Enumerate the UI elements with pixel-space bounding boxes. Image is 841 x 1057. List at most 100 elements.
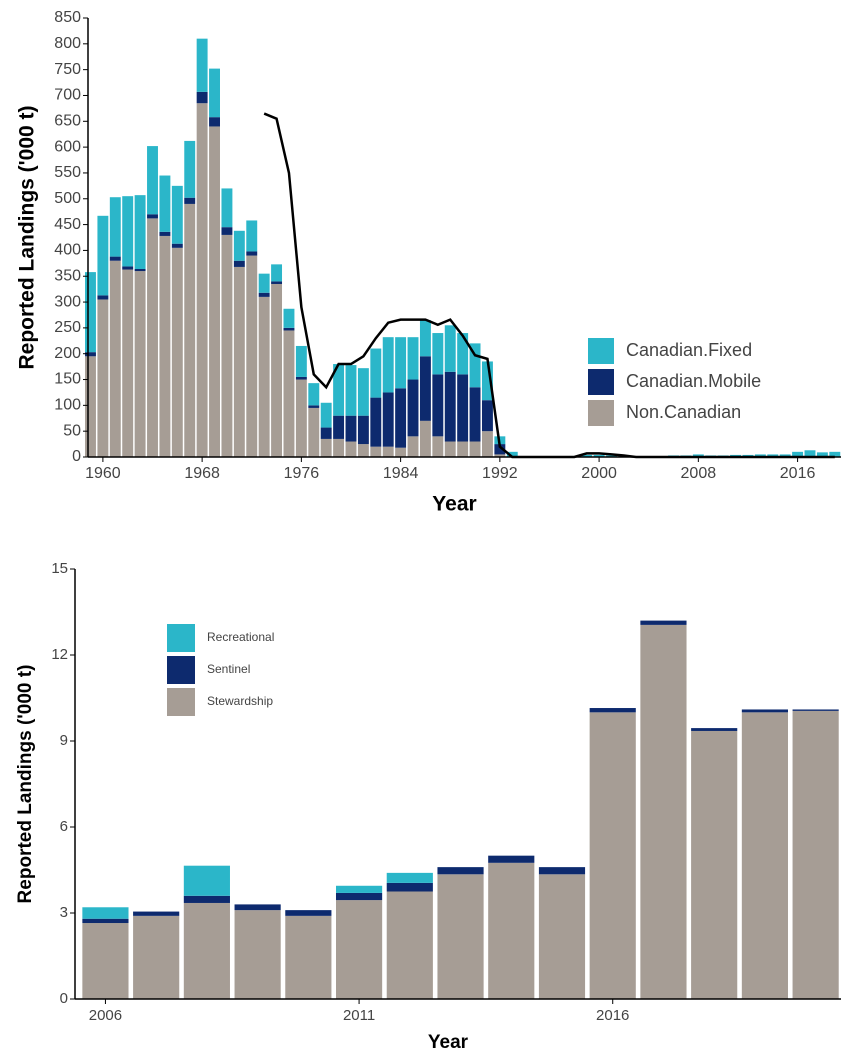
y-tick-label: 200: [54, 345, 81, 362]
bar: [444, 371, 456, 442]
bar: [271, 281, 283, 284]
bar: [147, 218, 158, 457]
bar: [320, 402, 332, 428]
bar: [481, 400, 493, 432]
bar: [386, 872, 433, 883]
bar: [283, 308, 295, 328]
y-tick-label: 450: [54, 216, 81, 233]
bar: [386, 882, 433, 892]
bar: [258, 296, 270, 457]
bar: [345, 415, 357, 442]
bar: [183, 895, 230, 903]
bar: [419, 420, 431, 457]
legend-swatch: [167, 624, 195, 652]
bar: [233, 266, 245, 457]
bar: [134, 271, 146, 457]
bar: [767, 454, 779, 457]
bar: [183, 902, 230, 999]
legend-label: Sentinel: [207, 662, 250, 676]
bar: [357, 415, 369, 445]
x-axis-title: Year: [428, 1032, 469, 1053]
bar: [829, 451, 841, 457]
y-tick-label: 100: [54, 397, 81, 414]
y-tick-label: 0: [60, 990, 68, 1007]
bar: [233, 260, 245, 267]
bar: [295, 379, 307, 457]
bar: [382, 446, 394, 457]
bar: [640, 620, 687, 625]
bar: [283, 330, 295, 457]
bar: [741, 709, 788, 713]
bar: [258, 292, 270, 297]
y-tick-label: 650: [54, 113, 81, 130]
bar: [134, 269, 146, 272]
bar: [333, 364, 345, 416]
y-tick-label: 15: [51, 560, 68, 577]
legend-label: Non.Canadian: [626, 402, 741, 422]
bar: [147, 146, 158, 215]
bar: [246, 255, 258, 457]
y-tick-label: 50: [63, 422, 81, 439]
bar: [488, 862, 535, 999]
bar: [97, 215, 109, 296]
x-tick-label: 1992: [482, 465, 518, 482]
y-tick-label: 800: [54, 35, 81, 52]
bar: [395, 337, 407, 389]
y-tick-label: 0: [72, 448, 81, 465]
bar: [295, 376, 307, 380]
bar: [82, 907, 129, 919]
bar: [285, 915, 332, 999]
bar: [457, 374, 469, 442]
bar: [444, 441, 456, 457]
bar: [285, 910, 332, 916]
bar: [357, 444, 369, 457]
bar: [692, 454, 704, 457]
bar: [488, 855, 535, 863]
bar: [370, 397, 382, 447]
bar: [589, 712, 636, 999]
legend-swatch: [588, 338, 614, 364]
legend-label: Recreational: [207, 630, 274, 644]
bar: [122, 269, 134, 457]
bar: [741, 712, 788, 999]
bar: [691, 728, 738, 731]
bar: [432, 333, 444, 375]
bar: [308, 407, 320, 457]
bar: [171, 185, 183, 244]
bar: [233, 230, 245, 261]
bar: [82, 918, 129, 924]
legend-label: Stewardship: [207, 694, 273, 708]
bar: [382, 392, 394, 447]
bar: [85, 352, 96, 357]
y-tick-label: 500: [54, 190, 81, 207]
bar: [640, 624, 687, 999]
bar: [183, 865, 230, 896]
y-tick-label: 150: [54, 371, 81, 388]
bar: [171, 243, 183, 248]
bar: [209, 117, 220, 127]
bar: [816, 452, 828, 457]
bar: [234, 904, 281, 911]
bar: [804, 450, 816, 457]
bar: [444, 325, 456, 372]
bar: [133, 915, 180, 999]
bar: [506, 451, 518, 457]
bar: [221, 234, 233, 457]
x-tick-label: 2006: [89, 1007, 122, 1024]
bar: [147, 214, 158, 219]
bar: [159, 231, 171, 236]
x-axis-title: Year: [432, 493, 476, 516]
bar: [209, 68, 220, 118]
legend-swatch: [167, 688, 195, 716]
y-axis-title: Reported Landings ('000 t): [15, 665, 36, 904]
bar: [792, 709, 839, 711]
x-tick-label: 1968: [184, 465, 220, 482]
bar: [581, 454, 593, 457]
x-tick-label: 2016: [780, 465, 816, 482]
bar: [395, 447, 407, 457]
bar: [419, 320, 431, 357]
y-tick-label: 250: [54, 319, 81, 336]
bar: [494, 454, 506, 457]
bar: [159, 235, 171, 457]
legend-swatch: [588, 369, 614, 395]
